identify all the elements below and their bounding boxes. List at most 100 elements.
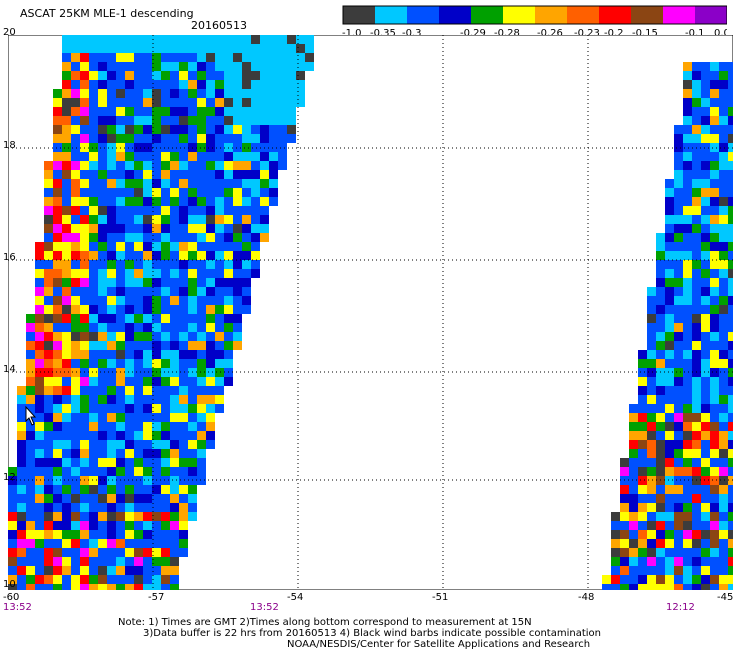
colorbar-tick-label: -0.28: [494, 28, 520, 37]
swath-cell: [17, 476, 26, 485]
swath-cell: [710, 107, 719, 116]
swath-cell: [242, 134, 251, 143]
swath-cell: [89, 404, 98, 413]
swath-cell: [125, 125, 134, 134]
left-swath: [8, 35, 314, 590]
swath-cell: [107, 278, 116, 287]
swath-cell: [206, 53, 215, 62]
swath-cell: [161, 476, 170, 485]
swath-cell: [719, 503, 728, 512]
swath-cell: [143, 152, 152, 161]
swath-cell: [719, 305, 728, 314]
swath-cell: [125, 224, 134, 233]
swath-cell: [629, 557, 638, 566]
swath-cell: [44, 494, 53, 503]
swath-cell: [629, 530, 638, 539]
swath-cell: [719, 341, 728, 350]
swath-cell: [701, 179, 710, 188]
swath-cell: [89, 548, 98, 557]
swath-cell: [188, 332, 197, 341]
swath-cell: [665, 476, 674, 485]
swath-cell: [44, 395, 53, 404]
swath-cell: [152, 413, 161, 422]
swath-cell: [89, 197, 98, 206]
swath-cell: [35, 359, 44, 368]
swath-cell: [242, 197, 251, 206]
swath-cell: [143, 233, 152, 242]
swath-cell: [134, 422, 143, 431]
swath-cell: [674, 134, 683, 143]
swath-cell: [98, 179, 107, 188]
swath-cell: [62, 476, 71, 485]
swath-cell: [53, 458, 62, 467]
swath-cell: [152, 449, 161, 458]
swath-cell: [17, 485, 26, 494]
swath-cell: [728, 584, 733, 590]
swath-cell: [656, 575, 665, 584]
swath-cell: [107, 341, 116, 350]
swath-cell: [287, 71, 296, 80]
swath-cell: [116, 107, 125, 116]
swath-cell: [647, 332, 656, 341]
swath-cell: [728, 278, 733, 287]
swath-cell: [647, 422, 656, 431]
swath-cell: [692, 179, 701, 188]
swath-cell: [44, 323, 53, 332]
swath-cell: [179, 62, 188, 71]
swath-cell: [107, 188, 116, 197]
swath-cell: [35, 422, 44, 431]
swath-cell: [224, 287, 233, 296]
swath-cell: [170, 152, 179, 161]
swath-cell: [719, 89, 728, 98]
swath-cell: [62, 251, 71, 260]
swath-cell: [161, 422, 170, 431]
swath-cell: [116, 71, 125, 80]
swath-cell: [62, 107, 71, 116]
swath-cell: [251, 161, 260, 170]
swath-cell: [143, 584, 152, 590]
swath-cell: [152, 125, 161, 134]
swath-cell: [692, 98, 701, 107]
swath-cell: [53, 539, 62, 548]
swath-cell: [701, 431, 710, 440]
swath-cell: [107, 503, 116, 512]
swath-cell: [44, 539, 53, 548]
swath-cell: [170, 539, 179, 548]
swath-cell: [143, 395, 152, 404]
swath-cell: [674, 179, 683, 188]
swath-cell: [89, 89, 98, 98]
swath-cell: [278, 89, 287, 98]
swath-cell: [134, 80, 143, 89]
swath-cell: [161, 548, 170, 557]
swath-cell: [116, 458, 125, 467]
swath-cell: [71, 458, 80, 467]
swath-cell: [80, 548, 89, 557]
swath-cell: [80, 323, 89, 332]
swath-cell: [647, 413, 656, 422]
swath-cell: [35, 467, 44, 476]
swath-cell: [161, 134, 170, 143]
swath-cell: [710, 539, 719, 548]
swath-cell: [683, 566, 692, 575]
swath-cell: [80, 341, 89, 350]
swath-cell: [215, 296, 224, 305]
swath-cell: [53, 494, 62, 503]
swath-cell: [206, 395, 215, 404]
swath-cell: [26, 422, 35, 431]
swath-cell: [620, 467, 629, 476]
swath-cell: [674, 188, 683, 197]
swath-cell: [152, 71, 161, 80]
swath-cell: [206, 404, 215, 413]
swath-cell: [170, 512, 179, 521]
swath-cell: [44, 575, 53, 584]
swath-cell: [197, 179, 206, 188]
swath-cell: [665, 566, 674, 575]
swath-cell: [701, 269, 710, 278]
swath-cell: [665, 395, 674, 404]
swath-cell: [188, 485, 197, 494]
swath-cell: [224, 242, 233, 251]
swath-cell: [26, 377, 35, 386]
swath-cell: [161, 332, 170, 341]
swath-cell: [710, 134, 719, 143]
swath-cell: [701, 539, 710, 548]
